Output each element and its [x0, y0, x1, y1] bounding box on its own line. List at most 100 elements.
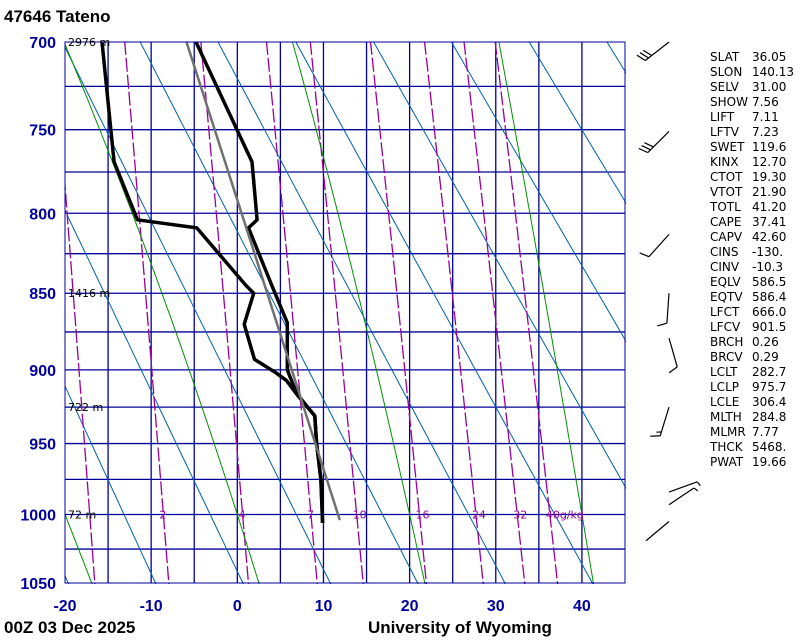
- wind-barb-flag: [696, 481, 701, 487]
- mixing-ratio-label: 10: [353, 509, 367, 522]
- moist-adiabat: [498, 42, 595, 584]
- dry-adiabat: [65, 385, 157, 584]
- index-label: TOTL: [709, 200, 741, 214]
- index-label: CAPE: [710, 215, 741, 229]
- wind-barb-staff: [647, 130, 670, 154]
- index-value: 901.5: [752, 320, 786, 334]
- wind-barb-staff: [645, 521, 670, 542]
- index-label: VTOT: [710, 185, 743, 199]
- index-label: CINV: [710, 260, 740, 274]
- temperature-tick-label: 0: [233, 598, 242, 615]
- index-label: MLTH: [710, 410, 742, 424]
- mixing-ratio-label: 24: [472, 509, 486, 522]
- dry-adiabat: [65, 46, 332, 584]
- mixing-ratio-line: [65, 177, 96, 584]
- index-value: 36.05: [752, 50, 786, 64]
- index-value: 7.11: [752, 110, 779, 124]
- dry-adiabat: [528, 42, 626, 205]
- mixing-ratio-label: 4: [239, 509, 246, 522]
- pressure-tick-label: 1050: [20, 576, 56, 593]
- index-label: SELV: [710, 80, 740, 94]
- dewpoint-line: [100, 42, 325, 523]
- moist-adiabat: [65, 42, 260, 584]
- index-label: CINS: [710, 245, 739, 259]
- parcel-line: [185, 42, 341, 521]
- index-value: 37.41: [752, 215, 786, 229]
- index-value: 42.60: [752, 230, 786, 244]
- mixing-ratio-line: [369, 42, 428, 584]
- wind-barb-staff: [668, 481, 698, 493]
- dry-adiabat: [373, 42, 626, 490]
- index-value: 21.90: [752, 185, 786, 199]
- index-value: 7.23: [752, 125, 779, 139]
- height-label: 722 m: [68, 401, 103, 414]
- dry-adiabat: [65, 209, 244, 584]
- mixing-ratio-label: 32: [513, 509, 527, 522]
- wind-barb: [638, 130, 670, 154]
- wind-barb: [645, 521, 670, 542]
- wind-barb: [639, 234, 670, 258]
- index-label: SWET: [710, 140, 745, 154]
- index-label: LCLT: [710, 365, 738, 379]
- index-label: SLON: [710, 65, 742, 79]
- index-value: 140.13: [752, 65, 794, 79]
- index-label: SLAT: [710, 50, 740, 64]
- index-value: 41.20: [752, 200, 786, 214]
- plot-area: 2 4 7 10 16 24 32 40g/kg: [65, 42, 626, 584]
- source-label: University of Wyoming: [368, 618, 552, 637]
- index-value: 282.7: [752, 365, 786, 379]
- index-value: 7.77: [752, 425, 779, 439]
- height-label: 2976 m: [68, 36, 110, 49]
- dry-adiabat: [450, 42, 626, 343]
- index-label: PWAT: [710, 455, 744, 469]
- height-labels: 2976 m 1416 m 722 m 72 m: [68, 36, 110, 522]
- mixing-ratio-line: [494, 42, 559, 584]
- index-value: 12.70: [752, 155, 786, 169]
- wind-barb-flag: [636, 54, 646, 61]
- wind-barb-staff: [666, 293, 670, 324]
- index-value: 586.4: [752, 290, 786, 304]
- height-label: 1416 m: [68, 287, 110, 300]
- mixing-ratio-line: [423, 42, 484, 584]
- wind-barb-flag: [657, 322, 668, 327]
- index-value: 7.56: [752, 95, 779, 109]
- wind-barb: [668, 337, 678, 374]
- index-label: LCLE: [710, 395, 739, 409]
- index-label: CTOT: [710, 170, 743, 184]
- wind-barb-flag: [642, 49, 652, 57]
- temperature-tick-label: 40: [573, 598, 591, 615]
- pressure-tick-label: 950: [29, 437, 56, 454]
- index-label: CAPV: [710, 230, 743, 244]
- wind-barb: [668, 481, 701, 493]
- wind-barb-flag: [693, 487, 699, 492]
- wind-barb-staff: [659, 406, 670, 436]
- index-label: KINX: [710, 155, 739, 169]
- index-value: -10.3: [752, 260, 783, 274]
- temperature-tick-label: -10: [140, 598, 163, 615]
- index-label: LIFT: [710, 110, 735, 124]
- wind-barb-staff: [668, 487, 695, 506]
- mixing-ratio-line: [124, 42, 170, 584]
- mixing-ratio-label: 16: [415, 509, 429, 522]
- index-value: 31.00: [752, 80, 786, 94]
- mixing-ratio-label: 7: [307, 509, 314, 522]
- index-value: 284.8: [752, 410, 786, 424]
- mixing-ratio-line: [309, 42, 364, 584]
- pressure-tick-label: 800: [29, 206, 56, 223]
- index-label: SHOW: [710, 95, 748, 109]
- mixing-ratio-line: [463, 42, 526, 584]
- index-value: 666.0: [752, 305, 786, 319]
- index-label: BRCV: [710, 350, 743, 364]
- index-value: -130.: [752, 245, 783, 259]
- wind-barb: [668, 487, 699, 506]
- wind-barb: [657, 293, 670, 327]
- pressure-axis: 700 750 800 850 900 950 1000 1050: [20, 35, 56, 593]
- plot-frame: [64, 41, 626, 584]
- temperature-line: [194, 42, 325, 523]
- observation-time: 00Z 03 Dec 2025: [4, 618, 135, 637]
- height-label: 72 m: [68, 509, 96, 522]
- mixing-ratio-line: [200, 42, 250, 584]
- index-label: LCLP: [710, 380, 739, 394]
- wind-barb-flag: [668, 366, 678, 374]
